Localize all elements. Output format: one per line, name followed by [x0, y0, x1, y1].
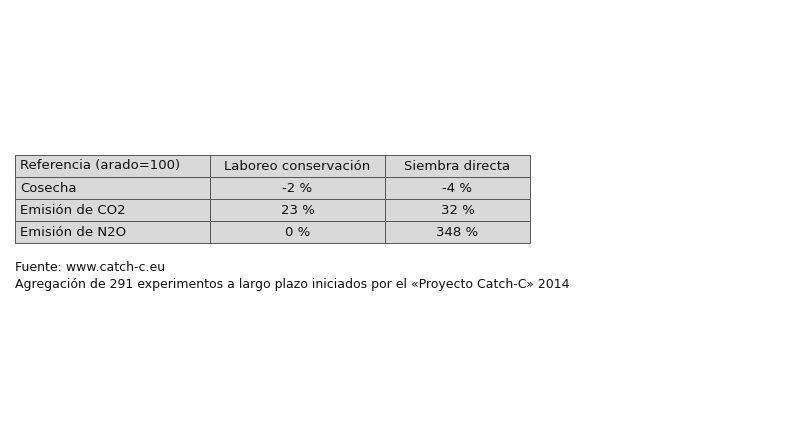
Text: Emisión de CO2: Emisión de CO2: [20, 203, 126, 216]
Text: 23 %: 23 %: [280, 203, 314, 216]
Text: Emisión de N2O: Emisión de N2O: [20, 225, 126, 239]
Text: Fuente: www.catch-c.eu: Fuente: www.catch-c.eu: [15, 261, 165, 274]
Bar: [15, 155, 210, 177]
Bar: [385, 221, 530, 243]
Text: Cosecha: Cosecha: [20, 181, 76, 194]
Text: 348 %: 348 %: [436, 225, 478, 239]
Text: 0 %: 0 %: [285, 225, 310, 239]
Text: Laboreo conservación: Laboreo conservación: [224, 160, 371, 173]
Text: Agregación de 291 experimentos a largo plazo iniciados por el «Proyecto Catch-C»: Agregación de 291 experimentos a largo p…: [15, 278, 569, 291]
Bar: [385, 155, 530, 177]
Bar: [15, 199, 210, 221]
Text: -2 %: -2 %: [283, 181, 313, 194]
Bar: [210, 221, 385, 243]
Text: 32 %: 32 %: [440, 203, 474, 216]
Bar: [15, 177, 210, 199]
Bar: [385, 199, 530, 221]
Bar: [210, 177, 385, 199]
Text: -4 %: -4 %: [443, 181, 473, 194]
Bar: [15, 221, 210, 243]
Bar: [210, 199, 385, 221]
Bar: [210, 155, 385, 177]
Bar: [385, 177, 530, 199]
Text: Siembra directa: Siembra directa: [404, 160, 510, 173]
Text: Referencia (arado=100): Referencia (arado=100): [20, 160, 180, 173]
